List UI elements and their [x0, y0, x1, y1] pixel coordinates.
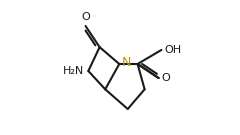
Text: H₂N: H₂N	[63, 66, 84, 76]
Text: N: N	[122, 56, 132, 69]
Text: O: O	[81, 12, 90, 22]
Text: O: O	[162, 73, 170, 83]
Text: OH: OH	[164, 45, 181, 55]
